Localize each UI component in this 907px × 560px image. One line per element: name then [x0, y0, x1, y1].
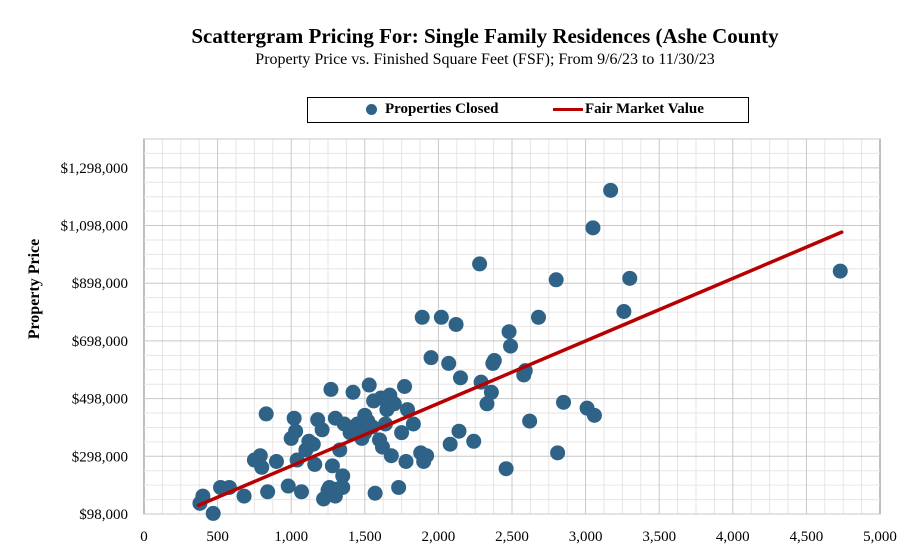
data-point [832, 263, 848, 279]
data-point [268, 454, 284, 469]
data-point [288, 423, 304, 439]
legend-marker-line [553, 108, 583, 112]
data-point [236, 488, 252, 504]
chart-subtitle: Property Price vs. Finished Square Feet … [255, 51, 715, 68]
data-point [394, 425, 410, 441]
legend-label-fair-market-value: Fair Market Value [585, 101, 704, 117]
data-point [451, 423, 467, 439]
data-point [367, 485, 383, 501]
data-point [405, 416, 421, 432]
x-axis-ticks: 0 500 1,000 1,500 2,000 2,500 3,000 3,500 4,000 4… [140, 529, 897, 545]
data-point [305, 436, 321, 452]
legend-item-fair-market-value: Fair Market Value [553, 101, 704, 118]
data-point [294, 484, 310, 500]
x-tick-label: 4,500 [790, 529, 824, 545]
data-point [452, 370, 468, 386]
data-point [548, 272, 564, 288]
data-point [398, 454, 414, 469]
y-tick-label: $298,000 [72, 449, 128, 465]
data-point [258, 406, 274, 422]
data-point [414, 309, 430, 325]
data-point [280, 478, 296, 494]
data-point [556, 394, 572, 410]
data-point [501, 324, 517, 340]
data-point [503, 338, 519, 354]
data-point [616, 304, 632, 319]
chart-title: Scattergram Pricing For: Single Family R… [191, 24, 779, 48]
data-point [260, 484, 276, 500]
x-tick-label: 4,000 [716, 529, 750, 545]
data-points [192, 182, 848, 521]
data-point [472, 256, 488, 272]
x-tick-label: 1,500 [348, 529, 382, 545]
data-point [335, 468, 351, 484]
data-point [361, 377, 377, 393]
y-tick-label: $698,000 [72, 334, 128, 350]
data-point [550, 445, 566, 461]
x-tick-label: 5,000 [863, 529, 897, 545]
fair-market-value-line [196, 230, 844, 508]
chart-legend: Properties Closed Fair Market Value [307, 97, 749, 123]
data-point [466, 433, 482, 449]
data-point [252, 448, 268, 464]
data-point [324, 458, 340, 474]
trend-line [196, 230, 844, 508]
data-point [479, 396, 495, 412]
data-point [441, 355, 457, 371]
data-point [286, 410, 302, 426]
legend-item-properties-closed: Properties Closed [366, 101, 498, 118]
data-point [386, 396, 402, 412]
data-point [433, 309, 449, 325]
x-tick-label: 3,000 [569, 529, 603, 545]
y-axis-ticks: $98,000 $298,000 $498,000 $698,000 $898,000 $… [61, 161, 129, 523]
legend-marker-dot [366, 104, 377, 116]
data-point [335, 479, 351, 495]
x-tick-label: 0 [140, 529, 148, 545]
x-tick-label: 3,500 [642, 529, 676, 545]
data-point [345, 384, 361, 400]
y-tick-label: $898,000 [72, 276, 128, 292]
data-point [448, 316, 464, 332]
data-point [483, 384, 499, 400]
legend-label-properties-closed: Properties Closed [385, 101, 499, 117]
data-point [586, 407, 602, 423]
data-point [423, 350, 439, 366]
data-point [498, 461, 514, 477]
data-point [530, 309, 546, 325]
data-point [307, 456, 323, 472]
y-tick-label: $1,298,000 [61, 161, 129, 177]
data-point [254, 459, 270, 475]
data-point [195, 488, 211, 504]
data-point [323, 381, 339, 397]
x-tick-label: 2,500 [495, 529, 529, 545]
data-point [622, 270, 638, 286]
data-point [397, 379, 413, 394]
data-point [205, 505, 221, 521]
data-point [442, 436, 458, 452]
data-point [391, 479, 407, 495]
data-point [603, 182, 619, 198]
x-tick-label: 500 [206, 529, 229, 545]
data-point [383, 448, 399, 464]
y-tick-label: $1,098,000 [61, 219, 129, 235]
x-tick-label: 2,000 [422, 529, 456, 545]
data-point [486, 353, 502, 369]
data-point [314, 422, 330, 438]
data-point [419, 448, 435, 464]
data-point [585, 220, 601, 236]
y-tick-label: $498,000 [72, 392, 128, 408]
y-tick-label: $98,000 [79, 507, 128, 523]
x-tick-label: 1,000 [274, 529, 308, 545]
data-point [522, 413, 538, 429]
